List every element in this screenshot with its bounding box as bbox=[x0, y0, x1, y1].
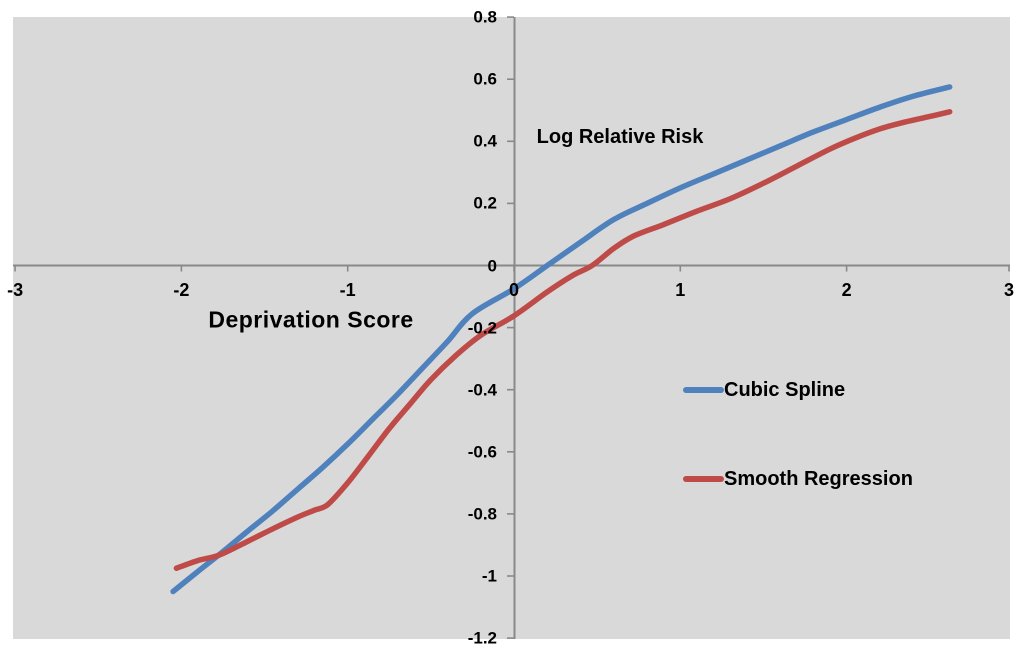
legend-label-smooth-regression: Smooth Regression bbox=[724, 468, 913, 490]
y-tick-label: 0.6 bbox=[473, 69, 497, 89]
y-tick-label: -0.8 bbox=[467, 504, 497, 524]
y-tick-label: -0.6 bbox=[467, 442, 497, 462]
x-tick-label: 2 bbox=[841, 280, 852, 300]
legend-label-cubic-spline: Cubic Spline bbox=[724, 379, 846, 401]
y-tick-label: -0.4 bbox=[467, 380, 497, 400]
x-axis-title: Deprivation Score bbox=[208, 306, 414, 333]
series-line-smooth-regression bbox=[173, 109, 953, 571]
series-line-cubic-spline bbox=[170, 84, 953, 595]
data-series bbox=[170, 84, 953, 595]
x-tick-label: 3 bbox=[1003, 280, 1015, 300]
y-tick-label: 0.4 bbox=[473, 131, 497, 151]
x-tick-label: -3 bbox=[7, 280, 24, 300]
legend-swatches bbox=[683, 387, 724, 482]
x-tick-label: -1 bbox=[339, 280, 356, 300]
y-tick-label: 0.2 bbox=[473, 193, 497, 213]
y-tick-label: -1 bbox=[481, 566, 497, 586]
x-tick-label: -2 bbox=[173, 280, 190, 300]
y-tick-label: 0 bbox=[487, 256, 497, 275]
y-axis-title: Log Relative Risk bbox=[536, 126, 704, 148]
y-tick-label: -1.2 bbox=[467, 628, 497, 648]
y-tick-label: -0.2 bbox=[467, 318, 497, 338]
y-tick-label: 0.8 bbox=[473, 7, 497, 27]
x-tick-label: 1 bbox=[675, 280, 686, 300]
x-tick-label: 0 bbox=[508, 280, 520, 300]
axis-ticks bbox=[14, 16, 1010, 639]
